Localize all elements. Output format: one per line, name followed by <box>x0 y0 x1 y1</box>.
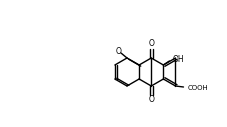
Text: O: O <box>116 47 122 57</box>
Text: COOH: COOH <box>188 85 208 91</box>
Text: O: O <box>148 39 154 49</box>
Text: OH: OH <box>172 54 184 64</box>
Text: O: O <box>148 96 154 105</box>
